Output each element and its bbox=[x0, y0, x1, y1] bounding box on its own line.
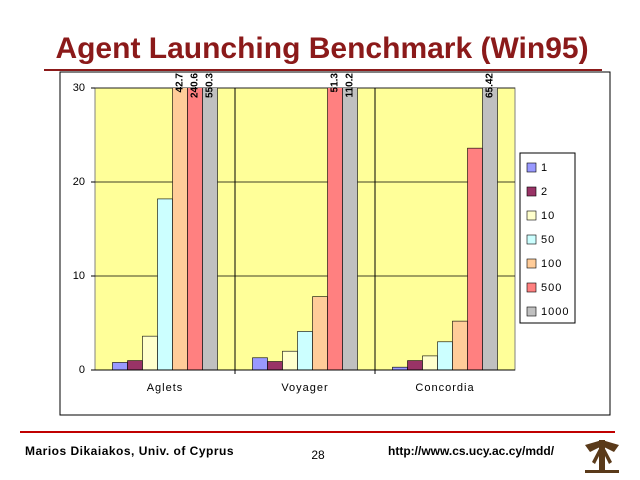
y-tick-label: 30 bbox=[73, 82, 85, 94]
bar bbox=[127, 360, 143, 370]
bar bbox=[407, 360, 423, 370]
bar bbox=[142, 335, 158, 370]
legend-label: 100 bbox=[541, 258, 562, 270]
bar bbox=[342, 88, 358, 370]
legend-marker bbox=[526, 162, 537, 173]
x-tick-label: Voyager bbox=[281, 382, 328, 394]
bar bbox=[482, 88, 498, 370]
bar bbox=[297, 331, 313, 370]
logo-tree bbox=[585, 440, 619, 473]
legend-marker bbox=[526, 210, 537, 221]
bar bbox=[202, 88, 218, 370]
page-number: 28 bbox=[311, 448, 325, 462]
legend-marker bbox=[526, 306, 537, 317]
bar bbox=[157, 198, 173, 370]
y-tick-label: 10 bbox=[73, 270, 85, 282]
bar bbox=[112, 362, 128, 370]
legend-label: 1000 bbox=[541, 306, 569, 318]
bar bbox=[267, 361, 283, 370]
value-label: 51.3 bbox=[330, 73, 341, 93]
legend-marker bbox=[526, 258, 537, 269]
x-tick-label: Concordia bbox=[415, 382, 474, 394]
value-label: 550.3 bbox=[205, 73, 216, 98]
value-label: 42.7 bbox=[175, 73, 186, 93]
footer-url: http://www.cs.ucy.ac.cy/mdd/ bbox=[388, 444, 555, 458]
bar bbox=[422, 355, 438, 370]
bar bbox=[467, 147, 483, 370]
legend-label: 10 bbox=[541, 210, 555, 222]
legend-marker bbox=[526, 186, 537, 197]
bar bbox=[437, 341, 453, 370]
legend-label: 50 bbox=[541, 234, 555, 246]
chart-title: Agent Launching Benchmark (Win95) bbox=[55, 32, 588, 65]
legend-label: 1 bbox=[541, 162, 548, 174]
legend-label: 2 bbox=[541, 186, 548, 198]
x-tick-label: Aglets bbox=[147, 382, 184, 394]
bar bbox=[312, 296, 328, 370]
bars bbox=[112, 88, 498, 370]
y-tick-label: 0 bbox=[79, 364, 85, 376]
legend-label: 500 bbox=[541, 282, 562, 294]
footer-author: Marios Dikaiakos, Univ. of Cyprus bbox=[25, 444, 234, 458]
legend-marker bbox=[526, 234, 537, 245]
bar bbox=[252, 357, 268, 370]
legend-marker bbox=[526, 282, 537, 293]
bar bbox=[282, 350, 298, 370]
y-tick-label: 20 bbox=[73, 176, 85, 188]
value-label: 65.42 bbox=[485, 73, 496, 98]
value-label: 110.2 bbox=[345, 73, 356, 98]
bar bbox=[452, 320, 468, 370]
value-label: 240.6 bbox=[190, 73, 201, 98]
